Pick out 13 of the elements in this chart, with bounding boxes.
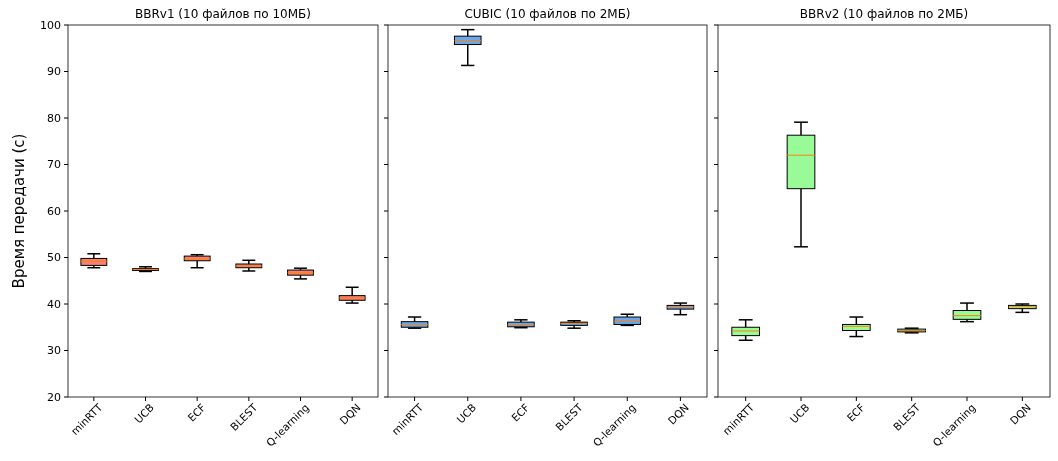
- y-tick-label: 60: [47, 204, 61, 218]
- y-tick-label: 50: [47, 251, 61, 265]
- chart-title: BBRv1 (10 файлов по 10МБ): [135, 7, 311, 21]
- chart-title: BBRv2 (10 файлов по 2МБ): [799, 7, 969, 21]
- y-axis-title: Время передачи (с): [10, 133, 28, 289]
- y-tick-label: 80: [47, 111, 61, 125]
- y-tick-label: 30: [47, 344, 61, 358]
- y-tick-label: 100: [40, 18, 61, 32]
- y-tick-label: 40: [47, 297, 61, 311]
- y-tick-label: 90: [47, 65, 61, 79]
- y-tick-label: 70: [47, 158, 61, 172]
- y-tick-label: 20: [47, 390, 61, 404]
- chart-title: CUBIC (10 файлов по 2МБ): [464, 7, 631, 21]
